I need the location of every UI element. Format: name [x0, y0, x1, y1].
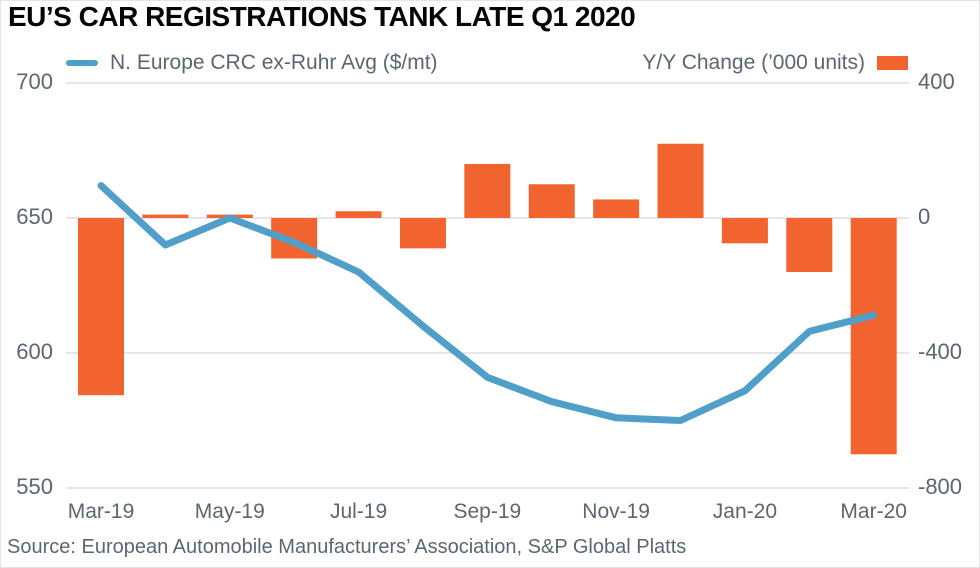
bar-series-swatch-icon	[877, 56, 908, 70]
x-tick-label: Mar-19	[68, 500, 135, 523]
y-left-tick-label: 600	[16, 339, 53, 364]
y-right-tick-label: -800	[918, 474, 962, 499]
legend-item-line: N. Europe CRC ex-Ruhr Avg ($/mt)	[66, 51, 438, 75]
x-tick-label: May-19	[195, 500, 265, 523]
bar-series	[78, 143, 897, 455]
bar-Aug-19	[399, 218, 446, 249]
bar-Mar-19	[78, 218, 124, 396]
legend-bar-label: Y/Y Change (’000 units)	[642, 51, 865, 74]
bar-Dec-19	[657, 143, 704, 218]
line-series	[97, 182, 878, 424]
bar-Oct-19	[528, 184, 575, 218]
source-note: Source: European Automobile Manufacturer…	[7, 536, 687, 558]
y-left-tick-label: 700	[16, 69, 53, 94]
y-left-tick-label: 550	[16, 474, 53, 499]
gridlines	[66, 82, 909, 489]
chart-legend: N. Europe CRC ex-Ruhr Avg ($/mt) Y/Y Cha…	[66, 49, 908, 77]
y-axis-right-labels: 400 0 -400 -800	[918, 69, 962, 499]
bar-Apr-19	[142, 214, 189, 218]
legend-line-label: N. Europe CRC ex-Ruhr Avg ($/mt)	[110, 51, 438, 74]
x-tick-label: Jan-20	[713, 500, 777, 523]
x-axis-labels: Mar-19 May-19 Jul-19 Sep-19 Nov-19 Jan-20 Mar-…	[68, 500, 907, 523]
y-right-tick-label: 400	[918, 69, 955, 94]
x-tick-label: Sep-19	[453, 500, 521, 523]
bar-Sep-19	[464, 164, 511, 218]
y-left-tick-label: 650	[16, 204, 53, 229]
bar-Feb-20	[786, 218, 833, 272]
bar-Mar-20	[850, 218, 897, 455]
y-axis-left-labels: 700 650 600 550	[16, 69, 53, 499]
y-right-tick-label: 0	[918, 204, 930, 229]
bar-Nov-19	[593, 199, 640, 218]
bar-Jul-19	[335, 211, 382, 218]
bar-Jan-20	[721, 218, 768, 244]
legend-item-bar: Y/Y Change (’000 units)	[642, 51, 908, 75]
line-series-swatch-icon	[66, 60, 98, 66]
x-tick-label: Nov-19	[582, 500, 650, 523]
chart-title: EU’S CAR REGISTRATIONS TANK LATE Q1 2020	[8, 1, 636, 32]
x-tick-label: Mar-20	[840, 500, 907, 523]
x-tick-label: Jul-19	[330, 500, 387, 523]
price-line	[97, 182, 878, 424]
y-right-tick-label: -400	[918, 339, 962, 364]
